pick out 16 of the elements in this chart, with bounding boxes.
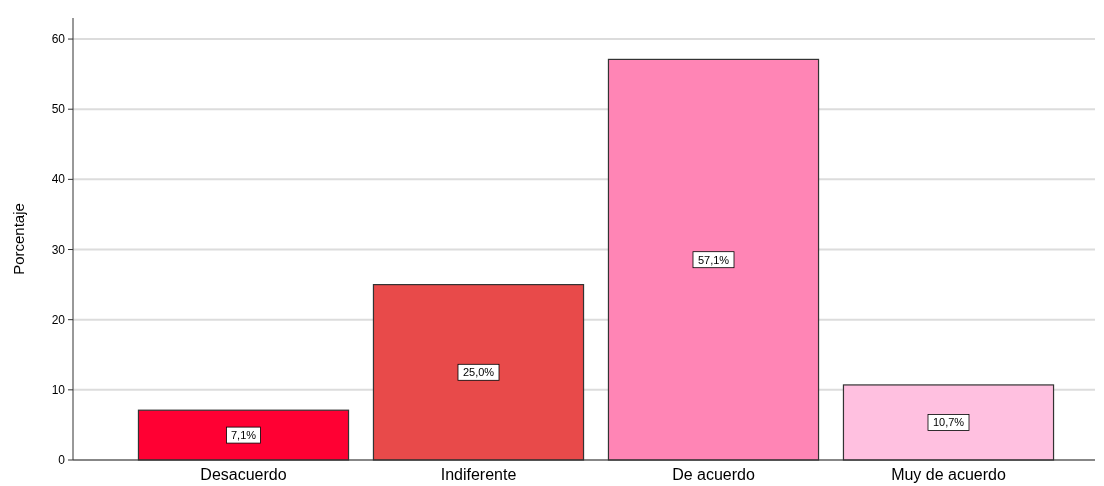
data-label: 10,7%	[932, 416, 965, 429]
x-tick-label: De acuerdo	[672, 466, 755, 483]
y-tick-label: 30	[51, 242, 66, 257]
data-label: 25,0%	[462, 366, 495, 379]
y-tick-label: 50	[51, 102, 66, 117]
y-tick-label: 40	[51, 172, 66, 187]
data-label: 57,1%	[697, 253, 730, 266]
data-label: 7,1%	[230, 429, 257, 442]
y-tick-label: 0	[58, 453, 66, 467]
x-tick-label: Desacuerdo	[200, 466, 287, 483]
y-tick-label: 20	[51, 312, 66, 327]
y-tick-label: 10	[51, 382, 66, 397]
y-tick-label: 60	[51, 32, 66, 47]
x-tick-label: Indiferente	[440, 466, 517, 483]
x-tick-label: Muy de acuerdo	[891, 466, 1006, 483]
y-axis-title: Porcentaje	[10, 203, 27, 275]
